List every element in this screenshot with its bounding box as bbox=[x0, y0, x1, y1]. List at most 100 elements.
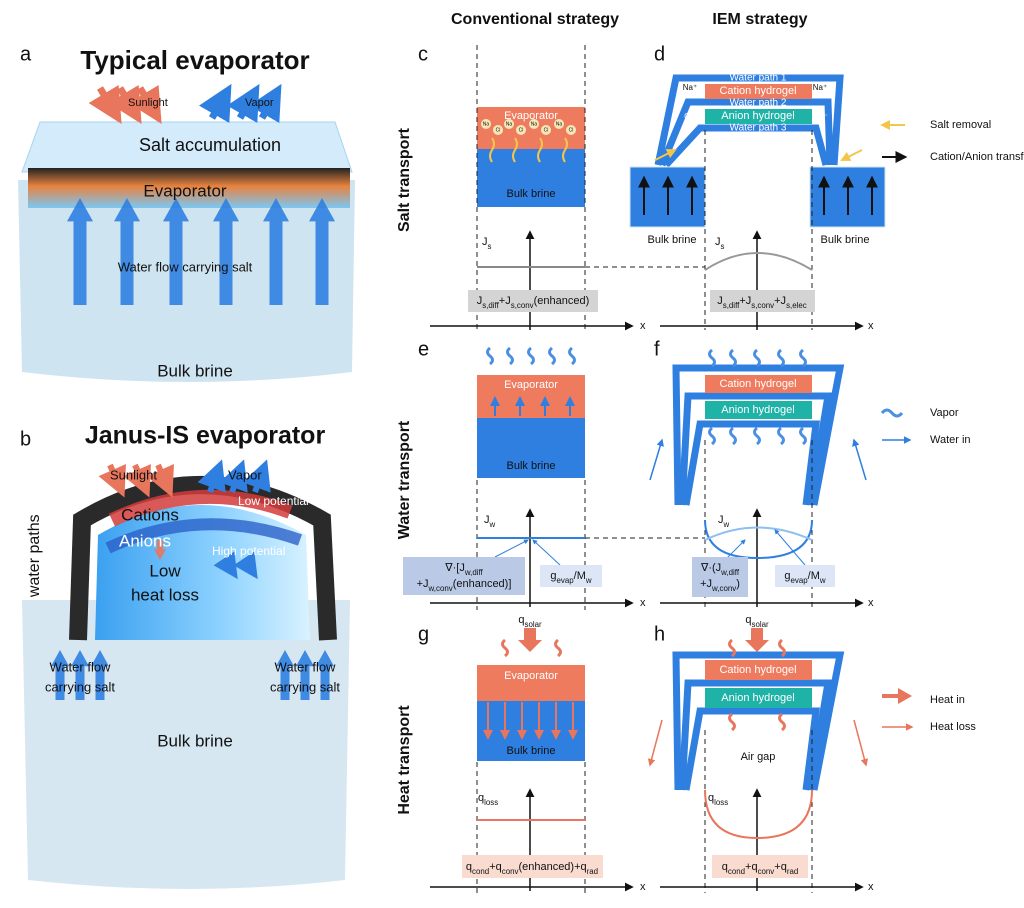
vapor bbox=[753, 426, 761, 446]
ion bbox=[504, 119, 514, 129]
vapor bbox=[799, 348, 807, 368]
callout bbox=[494, 539, 529, 558]
formula-subscript: loss bbox=[484, 798, 498, 807]
heat-loss-arrow bbox=[647, 719, 663, 767]
formula-text: /M bbox=[574, 570, 586, 582]
formula-box bbox=[775, 565, 835, 587]
flow-arrow bbox=[71, 650, 89, 700]
anion-label: Anion hydrogel bbox=[721, 110, 794, 122]
ion bbox=[554, 119, 564, 129]
formula: Js bbox=[482, 236, 492, 251]
formula-text: ∇·[J bbox=[444, 562, 465, 574]
cations-label: Cations bbox=[121, 505, 179, 524]
anion-label: Anion hydrogel bbox=[721, 692, 794, 704]
formula: qcond+qconv(enhanced)+qrad bbox=[466, 861, 598, 876]
formula-box bbox=[462, 855, 603, 878]
ion-label: Na⁺ bbox=[813, 83, 827, 92]
ion-tail bbox=[562, 137, 568, 163]
formula-subscript: conv bbox=[502, 867, 519, 876]
water-paths bbox=[649, 364, 867, 506]
flow-arrow bbox=[263, 198, 289, 305]
cation-label: Cation hydrogel bbox=[719, 378, 796, 390]
formula-text: +J bbox=[417, 578, 429, 590]
vapor bbox=[753, 348, 761, 368]
vapor bbox=[548, 346, 556, 366]
formula-text: q bbox=[722, 861, 728, 873]
sunlight-label: Sunlight bbox=[110, 467, 157, 482]
formula-subscript: s bbox=[488, 242, 492, 251]
callout bbox=[724, 539, 746, 561]
panel-label: e bbox=[418, 338, 429, 360]
formula-subscript: cond bbox=[728, 867, 745, 876]
panel-label: a bbox=[20, 43, 32, 65]
vapor bbox=[777, 348, 785, 368]
path-label: Water path 2 bbox=[730, 98, 787, 109]
formula: qloss bbox=[478, 792, 498, 807]
panel-title: Janus-IS evaporator bbox=[85, 422, 326, 450]
panel-h: h Cation hydrogel Anion hydrogel Air gap… bbox=[647, 623, 976, 893]
ion-tail bbox=[489, 137, 495, 163]
ion-label: Na bbox=[483, 121, 490, 127]
vapor bbox=[708, 426, 716, 446]
anions-label: Anions bbox=[119, 531, 171, 550]
formula: ∇·(Jw,diff bbox=[700, 562, 740, 577]
vapor bbox=[729, 348, 737, 368]
axis-label: x bbox=[868, 597, 874, 609]
callout bbox=[532, 539, 561, 566]
formula-text: /M bbox=[808, 570, 820, 582]
legend-arrow bbox=[882, 688, 912, 704]
ion-label: Na⁺ bbox=[683, 83, 697, 92]
high-potential-label: High potential bbox=[212, 544, 285, 558]
flow-arrow bbox=[213, 198, 239, 305]
formula-text: q bbox=[466, 861, 472, 873]
flow-label: Water flow bbox=[50, 659, 112, 674]
formula-text: +J bbox=[739, 295, 751, 307]
axis-label: x bbox=[640, 597, 646, 609]
salt-arrow bbox=[840, 149, 863, 161]
formula-subscript: s bbox=[721, 242, 725, 251]
vapor-label: Vapor bbox=[245, 97, 274, 109]
formula-subscript: w,diff bbox=[464, 568, 484, 577]
light-arrow bbox=[198, 83, 232, 123]
formula-subscript: solar bbox=[751, 620, 769, 629]
ion bbox=[516, 125, 526, 135]
formula-text: J bbox=[482, 236, 488, 248]
light-arrow bbox=[219, 459, 248, 494]
formula-subscript: rad bbox=[787, 867, 798, 876]
formula-subscript: loss bbox=[714, 798, 728, 807]
evaporator-label: Evaporator bbox=[143, 181, 226, 200]
formula: +Jw,conv) bbox=[700, 578, 740, 593]
row-label: Salt transport bbox=[396, 127, 413, 232]
ion bbox=[529, 119, 539, 129]
formula: +Jw,conv(enhanced)] bbox=[417, 578, 512, 593]
ion-label: Cl bbox=[569, 127, 574, 133]
flow-arrow bbox=[114, 198, 140, 305]
flow-label: Water flow bbox=[275, 659, 337, 674]
legend-label: Heat in bbox=[930, 694, 965, 706]
ion-label: Na bbox=[531, 121, 538, 127]
brine-label: Bulk brine bbox=[507, 188, 556, 200]
formula-subscript: w bbox=[723, 520, 730, 529]
formula-text: q bbox=[708, 792, 714, 804]
vapor bbox=[799, 426, 807, 446]
formula-text: q bbox=[478, 792, 484, 804]
formula: Js bbox=[715, 236, 725, 251]
formula-text: +J bbox=[774, 295, 786, 307]
column-header: Conventional strategy bbox=[451, 11, 619, 28]
axis-label: x bbox=[640, 320, 646, 332]
brine-blocks bbox=[629, 166, 886, 228]
heat-squiggle bbox=[554, 638, 562, 658]
formula-text: J bbox=[715, 236, 721, 248]
legend-label: Water in bbox=[930, 434, 971, 446]
air-gap-label: Air gap bbox=[741, 751, 776, 763]
brine-label: Bulk brine bbox=[821, 234, 870, 246]
light-arrow bbox=[98, 463, 126, 498]
ion-label: Na bbox=[556, 121, 563, 127]
brine-box bbox=[477, 701, 585, 761]
salt-arrow bbox=[654, 149, 677, 161]
vapor bbox=[729, 426, 737, 446]
formula-subscript: w bbox=[585, 576, 592, 585]
formula: gevap/Mw bbox=[550, 570, 592, 585]
flux-arc bbox=[704, 252, 813, 271]
